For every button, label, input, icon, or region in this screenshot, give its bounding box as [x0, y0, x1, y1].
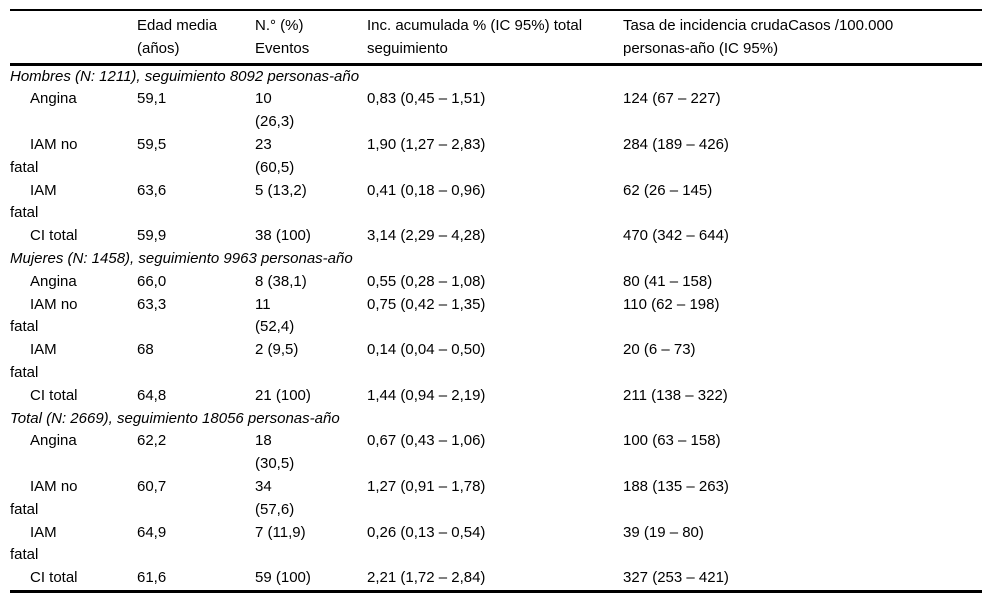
edad-media-cell: 64,8 — [137, 386, 167, 404]
inc-acumulada-cell: 0,14 (0,04 – 0,50) — [367, 341, 486, 359]
tasa-cell: 100 (63 – 158) — [623, 432, 721, 450]
col-header-tasa-incidencia: Tasa de incidencia crudaCasos /100.000 p… — [623, 10, 982, 66]
tasa-cell: 327 (253 – 421) — [623, 569, 729, 587]
row-label-cell: IAM no fatal — [10, 135, 78, 176]
section-header-hombres: Hombres (N: 1211), seguimiento 8092 pers… — [10, 67, 360, 85]
incidence-table: Edad media (años) N.° (%) Eventos Inc. a… — [10, 9, 982, 593]
tasa-cell: 470 (342 – 644) — [623, 227, 729, 245]
inc-acumulada-cell: 0,83 (0,45 – 1,51) — [367, 90, 486, 108]
tasa-cell: 188 (135 – 263) — [623, 477, 729, 495]
table-row: IAM fatal 63,6 5 (13,2) 0,41 (0,18 – 0,9… — [10, 180, 982, 226]
inc-acumulada-cell: 1,90 (1,27 – 2,83) — [367, 135, 486, 153]
table-row: CI total 64,8 21 (100) 1,44 (0,94 – 2,19… — [10, 385, 982, 408]
edad-media-cell: 66,0 — [137, 272, 167, 290]
col-header-inc-acumulada: Inc. acumulada % (IC 95%) total seguimie… — [367, 10, 623, 66]
row-label-cell: CI total — [30, 227, 78, 245]
inc-acumulada-cell: 0,55 (0,28 – 1,08) — [367, 272, 486, 290]
inc-acumulada-cell: 3,14 (2,29 – 4,28) — [367, 227, 486, 245]
eventos-cell: 8 (38,1) — [255, 272, 307, 290]
tasa-cell: 20 (6 – 73) — [623, 341, 696, 359]
row-label-cell: IAM fatal — [10, 181, 57, 222]
row-label-cell: IAM fatal — [10, 523, 57, 564]
row-label-cell: CI total — [30, 569, 78, 587]
section-header-row: Hombres (N: 1211), seguimiento 8092 pers… — [10, 64, 982, 88]
inc-acumulada-cell: 0,26 (0,13 – 0,54) — [367, 523, 486, 541]
edad-media-cell: 59,9 — [137, 227, 167, 245]
table-row: IAM no fatal 63,3 11 (52,4) 0,75 (0,42 –… — [10, 294, 982, 340]
inc-acumulada-cell: 0,67 (0,43 – 1,06) — [367, 432, 486, 450]
edad-media-cell: 59,1 — [137, 90, 167, 108]
tasa-cell: 80 (41 – 158) — [623, 272, 713, 290]
row-label-cell: CI total — [30, 386, 78, 404]
table-row: Angina 66,0 8 (38,1) 0,55 (0,28 – 1,08) … — [10, 271, 982, 294]
eventos-cell: 23 (60,5) — [255, 135, 295, 176]
inc-acumulada-cell: 1,44 (0,94 – 2,19) — [367, 386, 486, 404]
edad-media-cell: 64,9 — [137, 523, 167, 541]
edad-media-cell: 63,6 — [137, 181, 167, 199]
edad-media-cell: 68 — [137, 341, 154, 359]
table-row: CI total 59,9 38 (100) 3,14 (2,29 – 4,28… — [10, 225, 982, 248]
section-header-row: Total (N: 2669), seguimiento 18056 perso… — [10, 408, 982, 431]
tasa-cell: 124 (67 – 227) — [623, 90, 721, 108]
eventos-cell: 18 (30,5) — [255, 432, 295, 473]
edad-media-cell: 59,5 — [137, 135, 167, 153]
eventos-cell: 21 (100) — [255, 386, 311, 404]
tasa-cell: 62 (26 – 145) — [623, 181, 713, 199]
row-label-cell: Angina — [30, 90, 77, 108]
eventos-cell: 10 (26,3) — [255, 90, 295, 131]
eventos-cell: 11 (52,4) — [255, 295, 295, 336]
table-row: IAM no fatal 59,5 23 (60,5) 1,90 (1,27 –… — [10, 134, 982, 180]
col-header-eventos: N.° (%) Eventos — [255, 10, 367, 66]
section-header-row: Mujeres (N: 1458), seguimiento 9963 pers… — [10, 248, 982, 271]
inc-acumulada-cell: 0,75 (0,42 – 1,35) — [367, 295, 486, 313]
inc-acumulada-cell: 2,21 (1,72 – 2,84) — [367, 569, 486, 587]
edad-media-cell: 60,7 — [137, 477, 167, 495]
edad-media-cell: 61,6 — [137, 569, 167, 587]
eventos-cell: 34 (57,6) — [255, 477, 295, 518]
table-row: IAM no fatal 60,7 34 (57,6) 1,27 (0,91 –… — [10, 476, 982, 522]
section-header-total: Total (N: 2669), seguimiento 18056 perso… — [10, 409, 340, 427]
row-label-cell: Angina — [30, 272, 77, 290]
header-row: Edad media (años) N.° (%) Eventos Inc. a… — [10, 10, 982, 66]
col-header-empty — [10, 10, 137, 66]
tasa-cell: 211 (138 – 322) — [623, 386, 728, 404]
inc-acumulada-cell: 0,41 (0,18 – 0,96) — [367, 181, 486, 199]
edad-media-cell: 63,3 — [137, 295, 167, 313]
edad-media-cell: 62,2 — [137, 432, 167, 450]
table-row: CI total 61,6 59 (100) 2,21 (1,72 – 2,84… — [10, 567, 982, 591]
row-label-cell: Angina — [30, 432, 77, 450]
table-row: Angina 62,2 18 (30,5) 0,67 (0,43 – 1,06)… — [10, 430, 982, 476]
col-header-edad-media: Edad media (años) — [137, 10, 255, 66]
eventos-cell: 38 (100) — [255, 227, 311, 245]
row-label-cell: IAM no fatal — [10, 477, 78, 518]
table-row: Angina 59,1 10 (26,3) 0,83 (0,45 – 1,51)… — [10, 88, 982, 134]
table-row: IAM fatal 68 2 (9,5) 0,14 (0,04 – 0,50) … — [10, 339, 982, 385]
eventos-cell: 2 (9,5) — [255, 341, 299, 359]
tasa-cell: 110 (62 – 198) — [623, 295, 720, 313]
eventos-cell: 7 (11,9) — [255, 523, 306, 541]
table-row: IAM fatal 64,9 7 (11,9) 0,26 (0,13 – 0,5… — [10, 522, 982, 568]
row-label-cell: IAM fatal — [10, 341, 57, 381]
row-label-cell: IAM no fatal — [10, 295, 78, 336]
section-header-mujeres: Mujeres (N: 1458), seguimiento 9963 pers… — [10, 249, 353, 267]
eventos-cell: 5 (13,2) — [255, 181, 307, 199]
tasa-cell: 39 (19 – 80) — [623, 523, 704, 541]
inc-acumulada-cell: 1,27 (0,91 – 1,78) — [367, 477, 486, 495]
eventos-cell: 59 (100) — [255, 569, 311, 587]
tasa-cell: 284 (189 – 426) — [623, 135, 729, 153]
